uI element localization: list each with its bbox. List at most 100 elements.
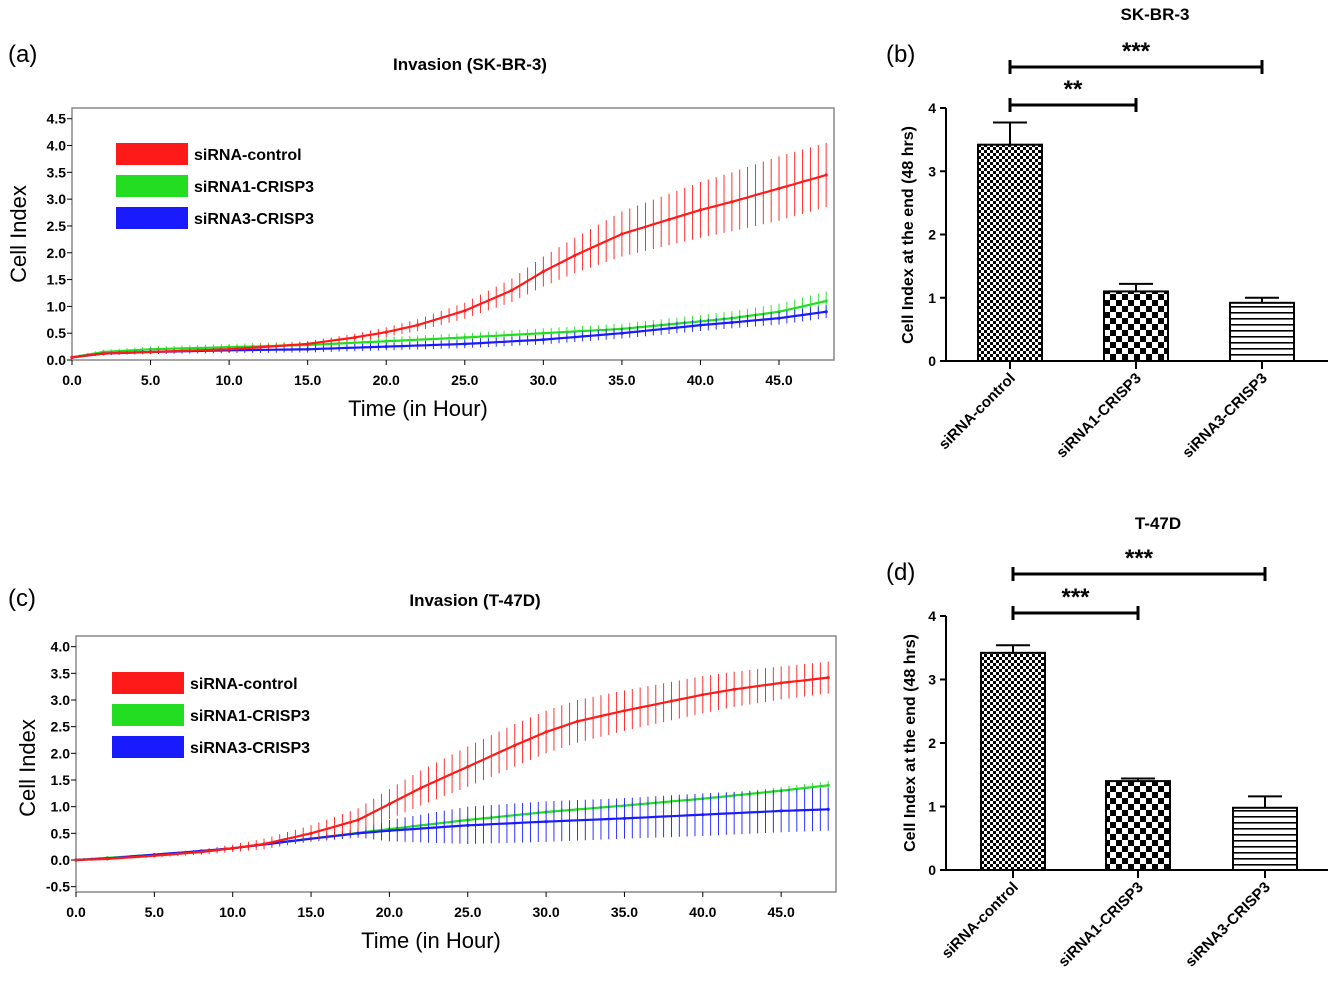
data-point [620, 232, 624, 236]
x-tick-label: 20.0 [373, 372, 400, 388]
data-point [384, 344, 388, 349]
data-point [824, 173, 828, 177]
significance-label: *** [1122, 38, 1151, 65]
data-point [199, 850, 203, 854]
category-label: siRNA3-CRISP3 [1179, 370, 1271, 462]
legend-swatch [112, 704, 184, 726]
significance-label: *** [1061, 584, 1090, 611]
series-sirna-control [74, 661, 830, 862]
x-tick-label: 5.0 [145, 904, 165, 920]
data-point [148, 347, 153, 351]
data-point [669, 699, 674, 703]
data-point [227, 347, 231, 351]
y-tick-label: 0.5 [47, 325, 67, 341]
y-tick-label: 3.0 [47, 191, 67, 207]
category-labels: siRNA-control siRNA1-CRISP3 siRNA3-CRISP3 [936, 370, 1271, 462]
series-sirna-control [70, 142, 828, 359]
y-axis-label: Cell Index [6, 185, 31, 283]
bar [1105, 780, 1171, 871]
y-tick-label: 2 [928, 735, 936, 751]
x-tick-label: 25.0 [454, 904, 481, 920]
data-point [105, 857, 109, 861]
y-tick-label: 4 [928, 608, 936, 624]
y-axis-label: Cell Index at the end (48 hrs) [900, 126, 917, 344]
y-tick-label: 3.0 [51, 692, 71, 708]
y-tick-label: 1.0 [51, 799, 71, 815]
data-point [541, 269, 545, 274]
data-point [513, 743, 517, 747]
data-point [463, 335, 467, 340]
x-tick-label: 35.0 [611, 904, 638, 920]
x-tick-label: 0.0 [62, 372, 82, 388]
y-tick-label: 1.0 [47, 298, 67, 314]
data-point [101, 351, 106, 356]
category-label: siRNA3-CRISP3 [1182, 879, 1274, 971]
legend-swatch [112, 672, 184, 694]
significance-brackets: *** *** [1011, 545, 1267, 620]
x-tick-label: 5.0 [141, 372, 161, 388]
legend-swatch [116, 175, 188, 197]
y-tick-label: 2.0 [47, 245, 67, 261]
data-point [698, 323, 703, 327]
category-label: siRNA1-CRISP3 [1055, 879, 1147, 971]
y-axis-label: Cell Index [15, 719, 40, 817]
category-label: siRNA1-CRISP3 [1053, 370, 1145, 462]
panel-label-b: (b) [886, 41, 915, 68]
data-point [384, 330, 388, 334]
data-point [387, 802, 392, 806]
bars [980, 644, 1298, 872]
data-point [730, 200, 734, 204]
data-point [384, 339, 388, 343]
data-point [74, 858, 78, 862]
data-point [779, 809, 783, 813]
axis-ticks: 0.0 5.0 10.0 15.0 20.0 25.0 30.0 35.0 40.0 45.0 0.… [47, 111, 793, 388]
y-tick-label: 1.5 [47, 272, 67, 288]
data-point [824, 310, 828, 314]
y-tick-label: 2.0 [51, 745, 71, 761]
x-axis-label: Time (in Hour) [361, 928, 501, 953]
x-tick-label: 40.0 [687, 372, 714, 388]
data-point [541, 338, 545, 342]
series-group [74, 661, 830, 862]
data-point [826, 676, 830, 680]
data-point [701, 693, 705, 697]
significance-brackets: ***** [1008, 38, 1264, 112]
legend: siRNA-control siRNA1-CRISP3 siRNA3-CRISP3 [116, 143, 314, 229]
category-labels: siRNA-control siRNA1-CRISP3 siRNA3-CRISP3 [939, 879, 1274, 971]
category-label: siRNA-control [939, 879, 1022, 962]
legend-swatch [112, 736, 184, 758]
series-sirna3-crisp3 [74, 788, 830, 862]
y-tick-label: 1 [928, 290, 936, 306]
legend-label: siRNA3-CRISP3 [194, 211, 314, 228]
y-tick-label: 0.5 [51, 825, 71, 841]
x-tick-label: 35.0 [608, 372, 635, 388]
legend-label: siRNA1-CRISP3 [190, 708, 310, 725]
y-tick-label: 2 [928, 227, 936, 243]
bars [977, 121, 1295, 362]
data-point [463, 342, 467, 346]
data-point [231, 846, 235, 850]
legend-swatch [116, 207, 188, 229]
y-tick-label: 3 [928, 163, 936, 179]
series-sirna1-crisp3 [70, 291, 828, 359]
data-point [387, 829, 392, 833]
y-tick-label: 0.0 [51, 852, 71, 868]
y-tick-label: 4.5 [47, 111, 67, 127]
plot-frame [75, 635, 837, 893]
data-point [356, 818, 360, 822]
significance-label: ** [1064, 76, 1083, 103]
legend: siRNA-control siRNA1-CRISP3 siRNA3-CRISP3 [112, 672, 310, 758]
line-chart-sk-br-3: Invasion (SK-BR-3) 0.0 5.0 10.0 15.0 20.0 25.… [6, 55, 835, 421]
bar-chart-t-47d: T-47D 0 1 2 3 4 *** *** siRNA-control siRNA1-C… [902, 514, 1328, 970]
bar [977, 143, 1043, 362]
bar [1103, 290, 1169, 362]
y-tick-label: 3.5 [47, 164, 67, 180]
data-point [309, 831, 313, 835]
data-point [620, 331, 624, 335]
legend-label: siRNA-control [194, 147, 302, 164]
data-point [306, 342, 310, 346]
y-tick-label: 3.5 [51, 665, 71, 681]
plot-frame [71, 107, 835, 361]
